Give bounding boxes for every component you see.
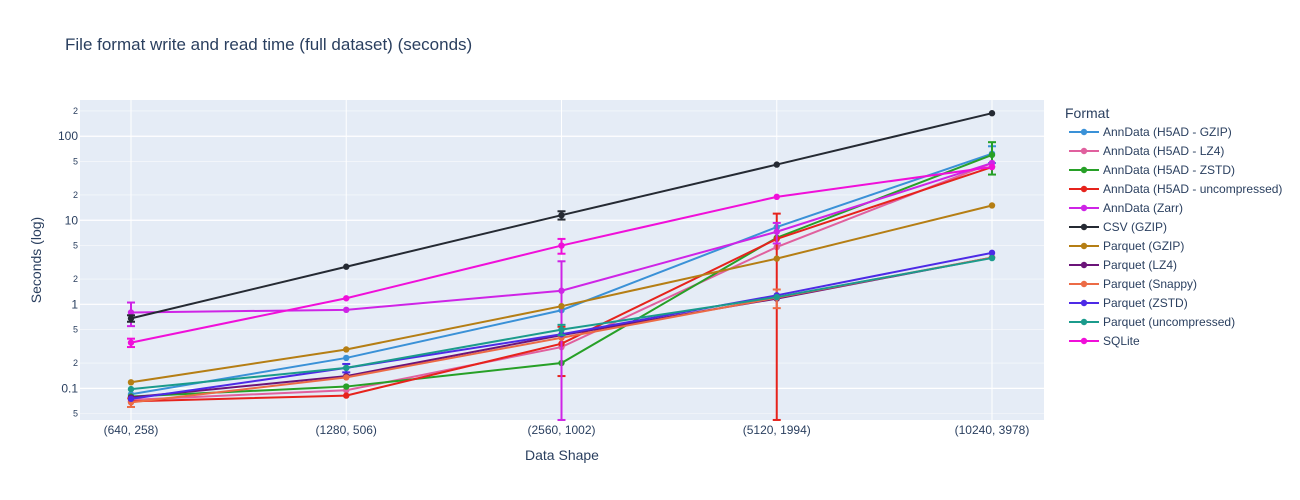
chart-title: File format write and read time (full da… xyxy=(65,35,472,54)
data-point xyxy=(558,326,565,333)
legend-label: AnnData (H5AD - ZSTD) xyxy=(1103,163,1235,177)
data-point xyxy=(988,254,996,262)
data-point xyxy=(127,339,135,346)
x-tick-label: (640, 258) xyxy=(104,423,159,437)
data-point xyxy=(343,346,350,353)
legend-swatch-marker xyxy=(1080,147,1088,155)
x-axis-ticks: (640, 258) (1280, 506) (2560, 1002) (5120, … xyxy=(104,423,1030,437)
legend-item[interactable]: Parquet (uncompressed) xyxy=(1069,315,1235,329)
data-point xyxy=(773,161,780,168)
data-point xyxy=(343,364,350,372)
legend-item[interactable]: Parquet (LZ4) xyxy=(1069,258,1177,272)
legend-title: Format xyxy=(1065,105,1109,121)
legend-label: Parquet (uncompressed) xyxy=(1103,315,1235,329)
data-point xyxy=(988,202,996,209)
legend-swatch-marker xyxy=(1080,261,1088,269)
y-tick-label: 100 xyxy=(58,129,78,143)
legend-item[interactable]: SQLite xyxy=(1069,334,1140,348)
legend-swatch-marker xyxy=(1080,223,1088,231)
y-axis-ticks: 5 2 5 2 5 2 5 2 0.1 1 10 100 xyxy=(58,106,78,419)
legend-item[interactable]: AnnData (H5AD - LZ4) xyxy=(1069,144,1224,158)
legend-label: Parquet (ZSTD) xyxy=(1103,296,1188,310)
data-point xyxy=(343,295,350,302)
legend-item[interactable]: Parquet (ZSTD) xyxy=(1069,296,1188,310)
legend-label: AnnData (H5AD - GZIP) xyxy=(1103,125,1232,139)
x-axis-title: Data Shape xyxy=(525,447,599,463)
data-point xyxy=(558,287,565,294)
data-point xyxy=(343,306,350,314)
legend-label: AnnData (Zarr) xyxy=(1103,201,1183,215)
legend-label: AnnData (H5AD - uncompressed) xyxy=(1103,182,1282,196)
data-point xyxy=(773,228,780,235)
y-minor-tick-label: 2 xyxy=(73,358,78,368)
y-minor-tick-label: 2 xyxy=(73,274,78,284)
y-tick-label: 1 xyxy=(71,297,78,311)
y-axis-title: Seconds (log) xyxy=(28,217,44,303)
legend-label: Parquet (LZ4) xyxy=(1103,258,1177,272)
legend[interactable]: Format AnnData (H5AD - GZIP) AnnData (H5A… xyxy=(1065,105,1282,348)
data-point xyxy=(558,302,565,310)
data-point xyxy=(343,392,350,399)
legend-swatch-marker xyxy=(1080,242,1088,250)
data-point xyxy=(127,315,135,322)
legend-item[interactable]: CSV (GZIP) xyxy=(1069,220,1167,234)
legend-item[interactable]: Parquet (GZIP) xyxy=(1069,239,1184,253)
legend-swatch-marker xyxy=(1080,185,1088,193)
series-10 xyxy=(127,254,996,393)
data-point xyxy=(127,379,135,386)
data-point xyxy=(558,211,565,219)
data-point xyxy=(343,354,350,362)
legend-swatch-marker xyxy=(1080,166,1088,174)
legend-item[interactable]: AnnData (Zarr) xyxy=(1069,201,1183,215)
series-11 xyxy=(127,163,996,349)
data-point xyxy=(127,309,135,316)
data-point xyxy=(127,385,135,393)
data-point xyxy=(558,242,565,249)
series-5 xyxy=(127,110,996,323)
data-point xyxy=(988,163,996,171)
legend-label: SQLite xyxy=(1103,334,1140,348)
x-tick-label: (2560, 1002) xyxy=(527,423,595,437)
series-layer xyxy=(127,110,996,421)
data-point xyxy=(343,383,350,390)
data-point xyxy=(988,151,996,159)
data-point xyxy=(343,374,350,381)
legend-swatch-marker xyxy=(1080,204,1088,212)
legend-item[interactable]: AnnData (H5AD - uncompressed) xyxy=(1069,182,1282,196)
series-6 xyxy=(127,202,996,386)
x-tick-label: (5120, 1994) xyxy=(743,423,811,437)
y-minor-tick-label: 5 xyxy=(73,409,78,419)
legend-label: CSV (GZIP) xyxy=(1103,220,1167,234)
y-minor-tick-label: 2 xyxy=(73,106,78,116)
legend-swatch-marker xyxy=(1080,128,1088,136)
legend-label: Parquet (GZIP) xyxy=(1103,239,1184,253)
data-point xyxy=(773,293,780,301)
x-tick-label: (10240, 3978) xyxy=(955,423,1030,437)
data-point xyxy=(343,263,350,270)
data-point xyxy=(127,395,135,403)
legend-swatch-marker xyxy=(1080,318,1088,326)
legend-label: AnnData (H5AD - LZ4) xyxy=(1103,144,1224,158)
y-minor-tick-label: 2 xyxy=(73,190,78,200)
legend-swatch-marker xyxy=(1080,337,1088,345)
data-point xyxy=(773,255,780,262)
data-point xyxy=(988,110,996,117)
legend-item[interactable]: AnnData (H5AD - GZIP) xyxy=(1069,125,1232,139)
legend-item[interactable]: AnnData (H5AD - ZSTD) xyxy=(1069,163,1235,177)
legend-label: Parquet (Snappy) xyxy=(1103,277,1197,291)
y-minor-tick-label: 5 xyxy=(73,157,78,167)
legend-swatch-marker xyxy=(1080,299,1088,307)
data-point xyxy=(773,193,780,201)
y-tick-label: 10 xyxy=(65,213,79,227)
legend-item[interactable]: Parquet (Snappy) xyxy=(1069,277,1197,291)
y-minor-tick-label: 5 xyxy=(73,325,78,335)
data-point xyxy=(988,249,996,257)
y-tick-label: 0.1 xyxy=(61,381,78,395)
legend-swatch-marker xyxy=(1080,280,1088,288)
x-tick-label: (1280, 506) xyxy=(316,423,377,437)
y-minor-tick-label: 5 xyxy=(73,241,78,251)
